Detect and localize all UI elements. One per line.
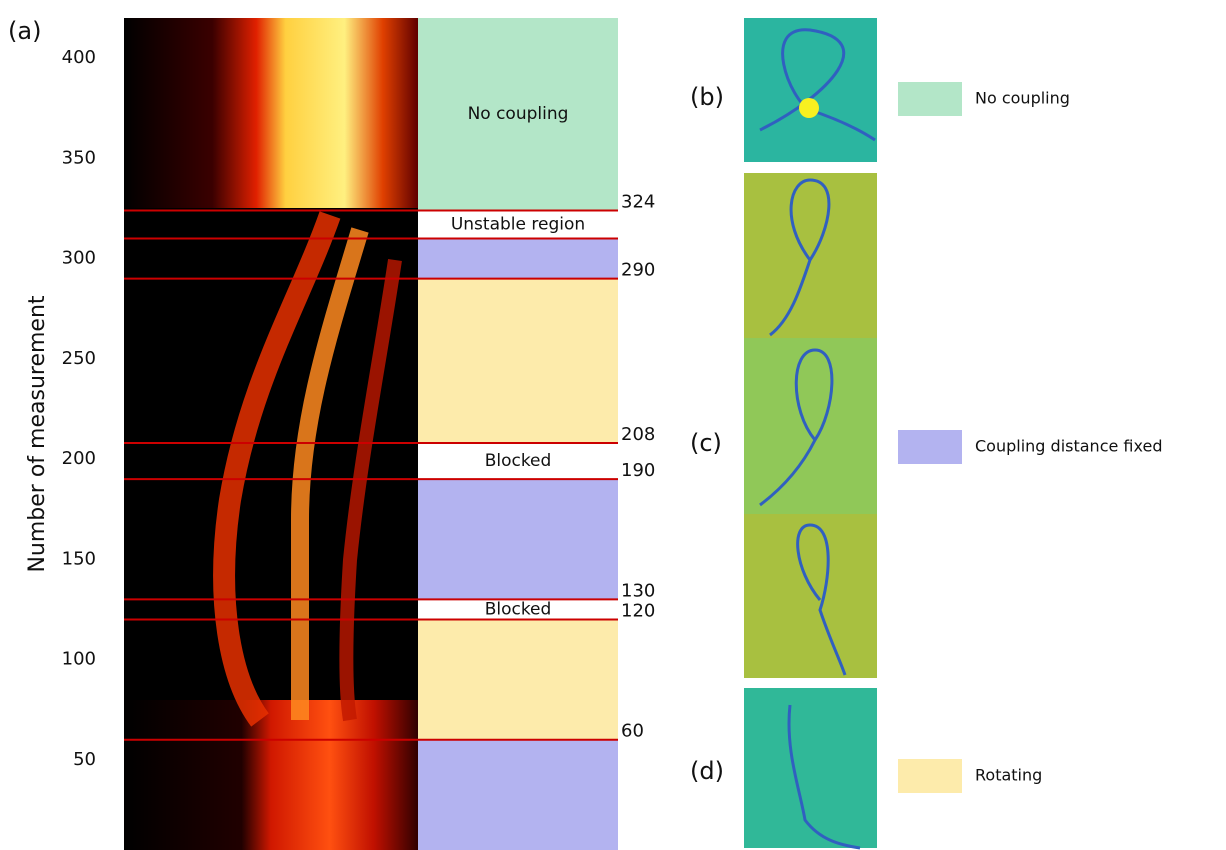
y-tick-label: 250 [62,348,96,369]
legend-label: Rotating [975,766,1042,785]
region-label: Blocked [485,451,552,471]
boundary-label: 190 [621,460,655,481]
region [418,18,618,211]
region-label: Blocked [485,599,552,619]
panel-label: (b) [690,83,724,111]
panel-label: (c) [690,429,722,457]
y-tick-label: 150 [62,548,96,569]
y-tick-label: 350 [62,147,96,168]
y-tick-label: 200 [62,448,96,469]
region [418,599,618,620]
legend-swatch [898,82,962,116]
boundary-label: 324 [621,191,655,212]
panel-label: (d) [690,757,724,785]
panel-label: (a) [8,17,41,45]
y-tick-label: 300 [62,248,96,269]
boundary-label: 290 [621,260,655,281]
boundary-label: 208 [621,424,655,445]
region [418,619,618,740]
boundary-label: 130 [621,580,655,601]
y-tick-label: 50 [73,749,96,770]
region [418,238,618,279]
region [418,278,618,444]
region [418,443,618,480]
legend-swatch [898,430,962,464]
region [418,210,618,239]
y-tick-label: 100 [62,649,96,670]
region [418,479,618,600]
image-panels [744,18,877,850]
heatmap [124,18,418,850]
y-axis-title: Number of measurement [25,295,50,572]
region-label: No coupling [468,104,569,124]
region [418,739,618,850]
region-label: Unstable region [451,214,585,234]
legend-swatch [898,759,962,793]
y-tick-label: 400 [62,47,96,68]
boundary-label: 120 [621,600,655,621]
boundary-label: 60 [621,721,644,742]
legend-label: No coupling [975,89,1070,108]
legend-label: Coupling distance fixed [975,437,1162,456]
